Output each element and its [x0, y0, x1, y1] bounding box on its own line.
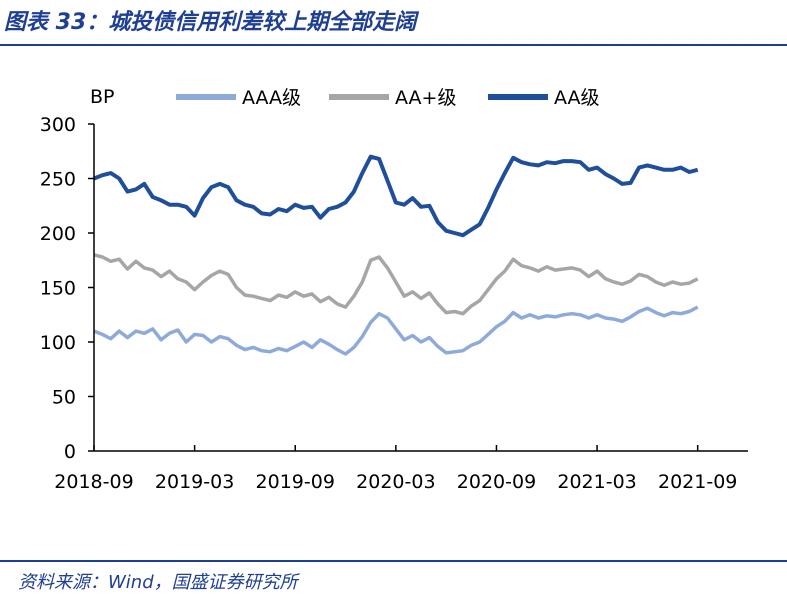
x-axis: 2018-09 2019-03 2019-09 2020-03 2020-09 2021-…: [54, 445, 748, 493]
y-tick-label: 0: [64, 441, 76, 463]
legend: AAA级 AA+级 AA级: [176, 87, 600, 109]
y-tick-label: 250: [40, 169, 76, 191]
series-line-2: [93, 154, 699, 238]
y-tick-label: 50: [52, 387, 76, 409]
y-tick-label: 300: [40, 114, 76, 136]
legend-label-0: AAA级: [242, 87, 301, 109]
x-tick-label: 2020-09: [457, 471, 536, 493]
bottom-rule: [0, 560, 787, 562]
x-tick-label: 2020-03: [356, 471, 435, 493]
top-rule: [0, 44, 787, 46]
series-line-1: [93, 253, 699, 316]
y-tick-label: 100: [40, 332, 76, 354]
legend-label-1: AA+级: [395, 87, 456, 109]
x-tick-label: 2019-09: [256, 471, 335, 493]
y-axis-unit-label: BP: [90, 86, 115, 108]
series-layer: [93, 154, 699, 356]
series-line-0: [93, 305, 699, 356]
line-chart: BP AAA级 AA+级 AA级 0 50 100 150 200 250 300 2018-0…: [40, 86, 748, 493]
y-axis: 0 50 100 150 200 250 300: [40, 114, 95, 463]
source-note: 资料来源：Wind，国盛证券研究所: [18, 572, 298, 593]
x-tick-label: 2018-09: [54, 471, 133, 493]
y-tick-label: 150: [40, 278, 76, 300]
legend-label-2: AA级: [554, 87, 600, 109]
figure-title: 图表 33：城投债信用利差较上期全部走阔: [4, 10, 417, 35]
x-tick-label: 2021-03: [557, 471, 636, 493]
x-tick-label: 2021-09: [658, 471, 737, 493]
y-tick-label: 200: [40, 223, 76, 245]
x-tick-label: 2019-03: [155, 471, 234, 493]
